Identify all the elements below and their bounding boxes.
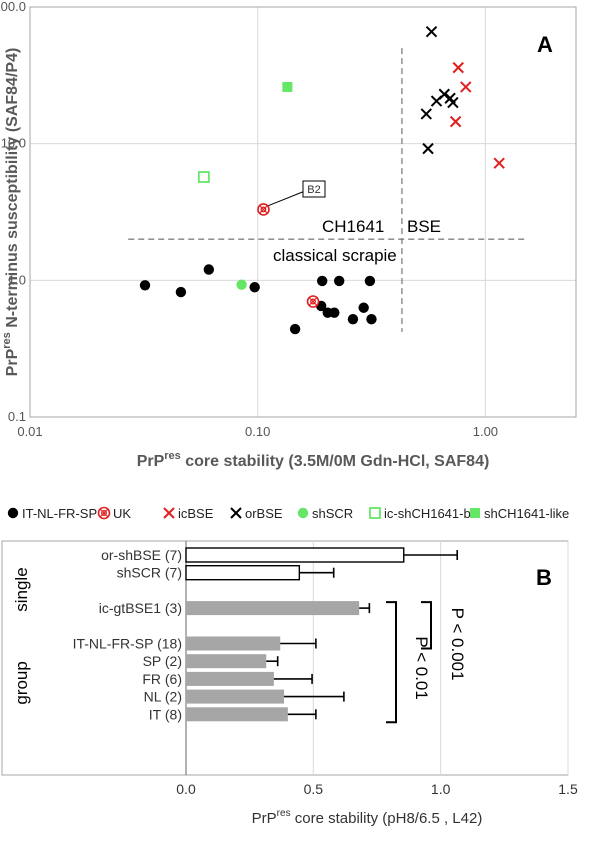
plot-area-a (30, 7, 576, 417)
point-icbse (449, 115, 462, 128)
region-label-classical-scrapie: classical scrapie (273, 246, 397, 265)
legend-marker-shscr (297, 507, 309, 519)
group-label-group: group (12, 661, 31, 704)
legend: IT-NL-FR-SP UK icBSE orBSE shSCR ic-shCH1641-… (7, 506, 569, 521)
bar-label: FR (6) (142, 671, 182, 687)
point-ic-shch1641-b (197, 171, 210, 183)
point-it-nl-fr-sp (139, 280, 151, 291)
x-tick-label-b: 0.0 (176, 781, 196, 797)
significance-bracket-2 (386, 601, 397, 724)
x-axis-label-b: PrPres core stability (pH8/6.5 , L42) (252, 808, 483, 827)
group-label-single: single (12, 567, 31, 611)
point-it-nl-fr-sp (249, 282, 260, 293)
legend-label: icBSE (178, 506, 214, 521)
point-orbse (425, 25, 438, 38)
region-label-ch1641: CH1641 (322, 217, 384, 236)
x-tick-label-b: 1.5 (558, 781, 578, 797)
point-shscr (236, 279, 247, 290)
point-orbse (422, 142, 434, 155)
legend-marker-it-nl-fr-sp (7, 507, 19, 519)
callout-box (302, 180, 326, 198)
point-it-nl-fr-sp (175, 286, 187, 298)
y-tick-label: 1.0 (8, 272, 26, 287)
bar (186, 636, 281, 651)
legend-marker-shch1641-like (470, 508, 480, 518)
panel-label-a: A (537, 32, 553, 57)
point-uk (306, 295, 320, 308)
legend-label: shSCR (312, 506, 353, 521)
bar-label: IT-NL-FR-SP (18) (73, 636, 182, 652)
point-icbse (452, 61, 464, 74)
point-orbse (420, 108, 432, 120)
point-uk (257, 203, 270, 216)
significance-bracket-1 (421, 601, 432, 650)
legend-marker-orbse (230, 507, 242, 519)
bar (186, 689, 285, 704)
significance-label-2: P < 0.01 (412, 636, 431, 700)
plot-frame-a (29, 6, 577, 418)
bar (186, 671, 274, 686)
point-it-nl-fr-sp (289, 323, 301, 335)
callout-leader (266, 190, 306, 207)
bar-label: IT (8) (149, 706, 182, 722)
point-it-nl-fr-sp (317, 275, 328, 287)
x-tick-label: 1.00 (473, 424, 498, 439)
legend-label: shCH1641-like (484, 506, 569, 521)
bar-label: ic-gtBSE1 (3) (99, 600, 182, 616)
y-tick-label: 0.1 (8, 409, 26, 424)
bar (185, 547, 405, 563)
bar (185, 565, 301, 581)
x-tick-label: 0.10 (245, 424, 270, 439)
scatter-panel-a: 0.01 0.10 1.00 0.1 1.0 10.0 100.0 PrPres core s… (0, 0, 577, 470)
bar (186, 707, 288, 722)
x-tick-label: 0.01 (17, 424, 42, 439)
legend-label: orBSE (245, 506, 283, 521)
bar-panel-b: 0.0 0.5 1.0 1.5 or-shBSE (7) shSCR (7) ic-gtBS… (1, 540, 578, 827)
point-it-nl-fr-sp (366, 313, 377, 325)
bar-label: SP (2) (143, 653, 182, 669)
point-it-nl-fr-sp (347, 313, 359, 325)
bar (186, 654, 267, 669)
legend-marker-uk (97, 506, 111, 520)
region-label-bse: BSE (407, 217, 441, 236)
point-icbse (493, 157, 505, 169)
point-it-nl-fr-sp (203, 264, 215, 275)
point-orbse (444, 92, 456, 104)
legend-label: ic-shCH1641-b (384, 506, 471, 521)
bar-label: NL (2) (144, 689, 182, 705)
y-tick-label: 10.0 (1, 136, 26, 151)
x-tick-label-b: 0.5 (304, 781, 324, 797)
y-tick-label: 100.0 (0, 0, 26, 14)
x-tick-label-b: 1.0 (431, 781, 451, 797)
bar (186, 601, 360, 616)
callout-label: B2 (307, 184, 320, 196)
bar-label: or-shBSE (7) (101, 547, 182, 563)
y-axis-label: PrPres N-terminus susceptibility (SAF84/… (1, 48, 21, 377)
significance-label-1: P < 0.001 (448, 608, 467, 681)
bar-label: shSCR (7) (117, 565, 182, 581)
point-orbse (438, 88, 451, 100)
panel-label-b: B (536, 565, 552, 590)
point-shch1641-like (282, 81, 293, 92)
point-icbse (460, 81, 472, 93)
point-it-nl-fr-sp (364, 275, 376, 287)
legend-label: IT-NL-FR-SP (22, 506, 97, 521)
legend-marker-ic-shch1641-b (369, 507, 381, 519)
point-it-nl-fr-sp (358, 302, 369, 313)
x-axis-label: PrPres core stability (3.5M/0M Gdn-HCl, … (137, 450, 490, 470)
legend-label: UK (113, 506, 131, 521)
legend-marker-icbse (163, 507, 175, 519)
point-it-nl-fr-sp (333, 275, 345, 287)
point-it-nl-fr-sp (329, 307, 340, 318)
